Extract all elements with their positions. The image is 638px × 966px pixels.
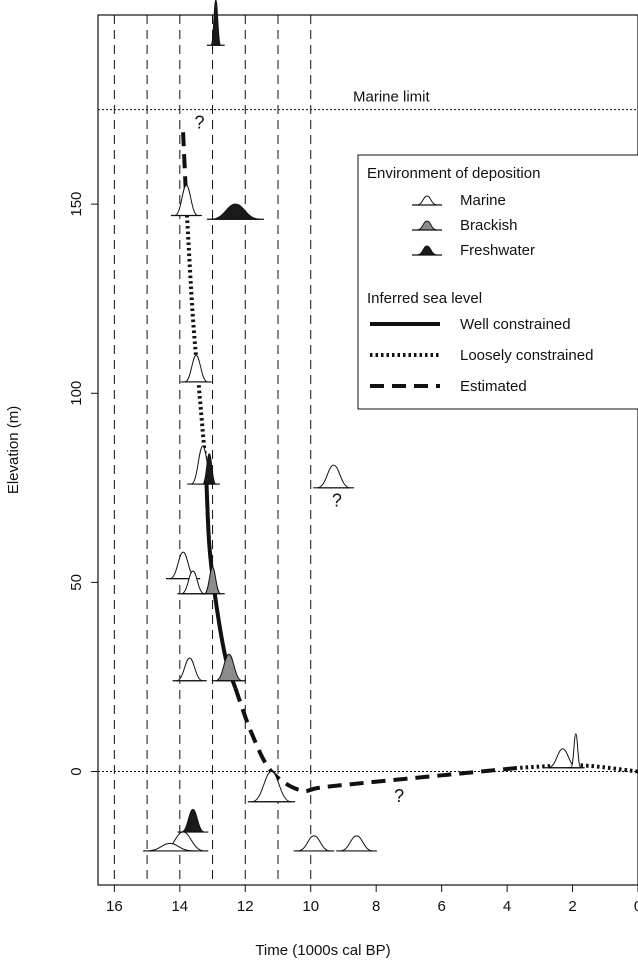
- sample-marker-marine: [247, 771, 296, 803]
- sample-marker-marine: [566, 733, 585, 769]
- sample-marker-freshwater: [177, 808, 209, 833]
- legend-box: [357, 154, 638, 410]
- sample-marker-freshwater: [198, 453, 220, 485]
- sample-hump: [215, 653, 243, 682]
- y-tick-label: 0: [68, 767, 85, 775]
- sample-hump: [147, 842, 193, 852]
- sample-hump: [317, 464, 351, 489]
- sample-marker-marine: [336, 835, 377, 852]
- sample-hump: [340, 835, 373, 852]
- legend-dotted-label: Loosely constrained: [460, 347, 593, 364]
- sample-marker-marine: [172, 657, 207, 682]
- y-axis: 0 50 100 150: [68, 192, 98, 776]
- y-tick-label: 50: [68, 574, 85, 591]
- legend-marine-icon: [416, 195, 438, 206]
- legend-env-title: Environment of deposition: [367, 165, 540, 182]
- sample-hump: [204, 566, 222, 595]
- sample-marker-marine: [293, 835, 335, 852]
- legend-solid-label: Well constrained: [460, 316, 571, 333]
- question-mark: ?: [332, 491, 342, 511]
- x-tick-label: 6: [437, 898, 445, 915]
- sample-markers: [143, 0, 585, 852]
- vertical-dashed-lines: [113, 15, 312, 885]
- sample-marker-freshwater: [206, 0, 225, 46]
- legend-sea-title: Inferred sea level: [367, 290, 482, 307]
- sea-level-curve-dashed: [233, 687, 521, 794]
- y-tick-label: 100: [68, 381, 85, 406]
- sample-marker-marine: [313, 464, 354, 489]
- legend: Environment of deposition Marine Brackish…: [357, 154, 638, 410]
- reference-line-label: Marine limit: [353, 89, 431, 106]
- sample-hump: [174, 184, 199, 216]
- y-tick-label: 150: [68, 192, 85, 217]
- sea-level-curve-dotted: [184, 204, 208, 470]
- y-axis-label: Elevation (m): [5, 406, 22, 494]
- plot-frame: [97, 14, 638, 886]
- x-axis-label: Time (1000s cal BP): [255, 942, 390, 959]
- legend-freshwater-label: Freshwater: [460, 242, 535, 259]
- legend-marine-label: Marine: [460, 192, 506, 209]
- sample-hump: [210, 203, 261, 220]
- x-tick-label: 2: [568, 898, 576, 915]
- x-tick-label: 10: [302, 898, 319, 915]
- x-axis: 16 14 12 10 8 6 4 2 0: [106, 885, 638, 915]
- sample-hump: [297, 835, 331, 852]
- x-tick-label: 8: [372, 898, 380, 915]
- x-tick-label: 16: [106, 898, 123, 915]
- sample-marker-marine: [170, 184, 202, 217]
- sample-hump: [181, 808, 205, 833]
- sample-marker-brackish: [211, 653, 246, 682]
- sample-hump: [184, 354, 208, 383]
- question-mark: ?: [194, 112, 204, 132]
- x-tick-label: 12: [237, 898, 254, 915]
- sample-marker-brackish: [200, 566, 225, 595]
- x-tick-label: 4: [503, 898, 511, 915]
- x-tick-label: 0: [634, 898, 638, 915]
- sample-hump: [570, 733, 582, 769]
- question-marks: ???: [194, 112, 404, 805]
- legend-freshwater-icon: [416, 245, 438, 256]
- sample-hump: [210, 0, 222, 46]
- legend-brackish-icon: [416, 220, 438, 231]
- sample-marker-marine: [143, 842, 197, 852]
- reference-lines: Marine limit: [98, 89, 638, 773]
- sample-hump: [176, 657, 203, 682]
- sample-hump: [202, 453, 217, 485]
- sample-hump: [181, 570, 205, 595]
- sample-marker-marine: [180, 354, 212, 383]
- question-mark: ?: [394, 786, 404, 806]
- sample-hump: [251, 771, 292, 803]
- x-tick-label: 14: [171, 898, 188, 915]
- legend-brackish-label: Brackish: [460, 217, 518, 234]
- sample-marker-freshwater: [206, 203, 264, 220]
- legend-dashed-label: Estimated: [460, 378, 527, 395]
